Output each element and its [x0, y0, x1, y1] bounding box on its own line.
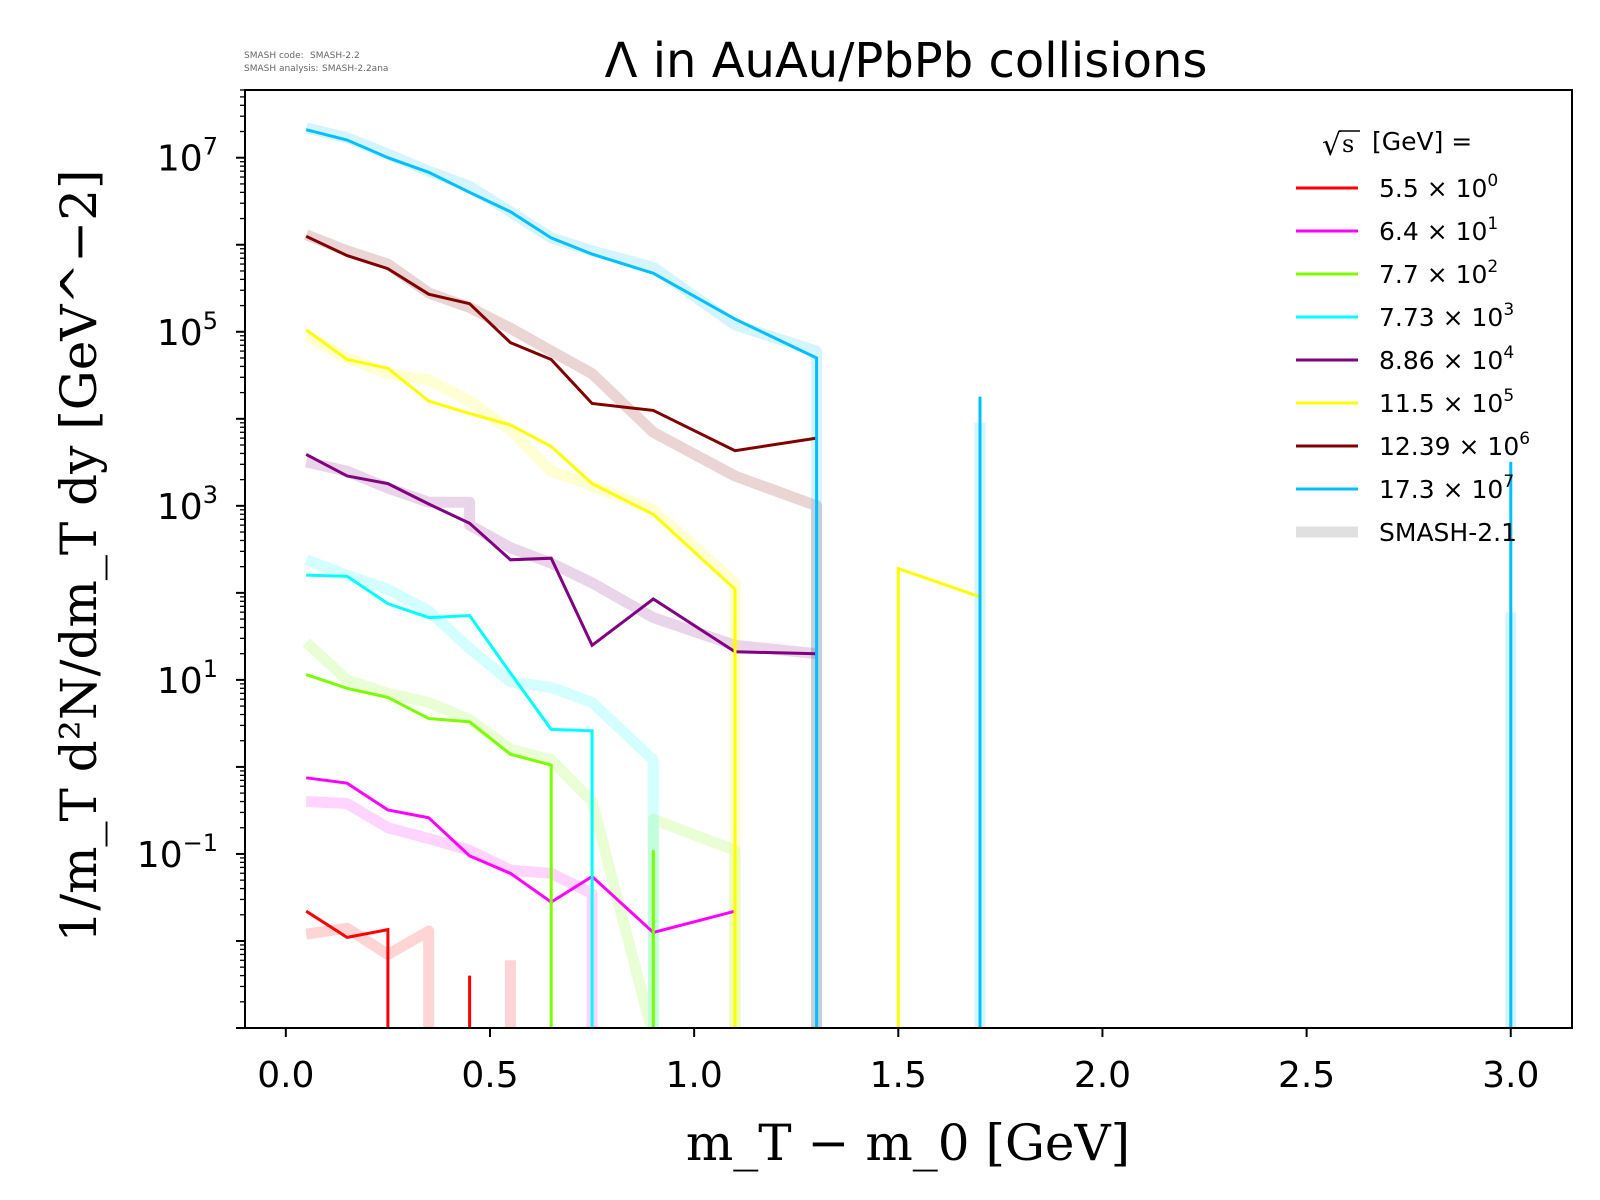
legend-label: 6.4 × 101 [1379, 214, 1498, 246]
series-line-1 [306, 776, 736, 935]
reference-lines [302, 122, 1517, 1028]
series-line-2 [305, 673, 655, 1028]
reference-line-2 [302, 638, 741, 1028]
x-axis-label: m_T − m_0 [GeV] [686, 1114, 1130, 1172]
legend-title-s: s [1342, 130, 1354, 158]
y-tick-label: 10−1 [137, 829, 218, 876]
reference-line-5 [303, 330, 741, 1028]
legend-label: 17.3 × 107 [1379, 472, 1514, 504]
x-tick-label: 2.5 [1278, 1055, 1335, 1096]
x-tick-label: 1.0 [666, 1055, 723, 1096]
series-line-3 [306, 573, 594, 1028]
y-axis-ticks: 10−1 101 103 105 107 [137, 89, 245, 1029]
series-line-4 [305, 453, 817, 656]
series-line-0 [305, 909, 472, 1028]
x-tick-label: 0.0 [257, 1055, 314, 1096]
reference-line-3 [304, 554, 659, 1028]
reference-line-7 [304, 122, 1517, 1028]
reference-line-4 [304, 456, 818, 660]
series-line-5 [305, 328, 981, 1028]
legend-label: 11.5 × 105 [1379, 386, 1514, 418]
legend-title-unit: [GeV] = [1372, 127, 1472, 156]
legend-label: 7.73 × 103 [1379, 300, 1514, 332]
legend-sqrt-sign: √ [1322, 128, 1342, 163]
reference-line-0 [305, 922, 516, 1028]
y-tick-label: 101 [157, 655, 218, 702]
legend: √ s [GeV] = 5.5 × 100 6.4 × 101 7.7 × 102 7… [1296, 127, 1530, 547]
series-lines [305, 128, 1513, 1028]
y-axis-label: 1/m_T d²N/dm_T dy [GeV^−2] [50, 169, 108, 942]
series-line-7 [305, 128, 1513, 1028]
y-tick-label: 107 [157, 133, 218, 180]
plot-frame [244, 89, 1573, 1029]
legend-label: 12.39 × 106 [1379, 429, 1530, 461]
smash-analysis-label: SMASH analysis: [244, 64, 318, 74]
x-tick-label: 1.5 [870, 1055, 927, 1096]
legend-label-reference: SMASH-2.1 [1379, 518, 1517, 547]
legend-label: 5.5 × 100 [1379, 171, 1498, 203]
x-tick-label: 2.0 [1074, 1055, 1131, 1096]
chart-title: Λ in AuAu/PbPb collisions [605, 33, 1208, 89]
x-axis-ticks: 0.0 0.5 1.0 1.5 2.0 2.5 3.0 [257, 1028, 1539, 1096]
reference-line-6 [304, 229, 823, 1028]
legend-label: 7.7 × 102 [1379, 257, 1498, 289]
x-tick-label: 0.5 [461, 1055, 518, 1096]
smash-code-value: SMASH-2.2 [310, 51, 360, 61]
reference-line-1 [305, 796, 598, 1028]
smash-code-label: SMASH code: [244, 51, 304, 61]
x-tick-label: 3.0 [1482, 1055, 1539, 1096]
y-tick-label: 105 [157, 307, 218, 354]
y-tick-label: 103 [157, 481, 218, 528]
series-line-6 [305, 234, 817, 453]
legend-label: 8.86 × 104 [1379, 343, 1514, 375]
smash-analysis-value: SMASH-2.2ana [322, 64, 388, 74]
